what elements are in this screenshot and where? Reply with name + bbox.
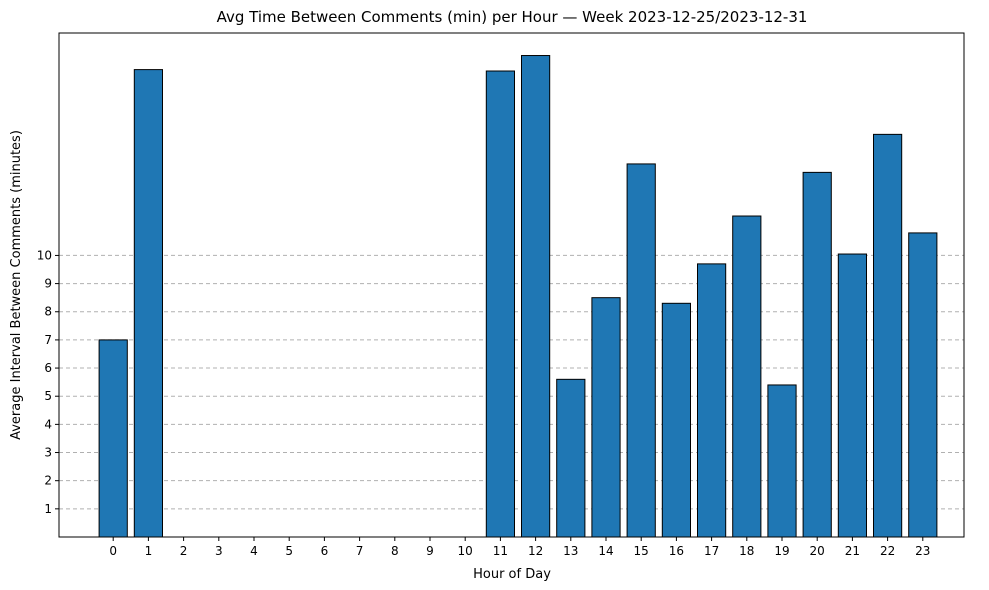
x-tick-label: 13: [563, 544, 578, 558]
x-tick-label: 12: [528, 544, 543, 558]
bar-hour-21: [837, 253, 867, 538]
bar-hour-1: [133, 69, 164, 538]
bar-hour-15: [626, 163, 656, 538]
x-tick-label: 8: [391, 544, 399, 558]
y-tick-label: 1: [44, 502, 52, 516]
bar-hour-23: [908, 232, 938, 538]
x-tick-label: 15: [634, 544, 649, 558]
bar-hour-16: [661, 302, 691, 538]
y-tick-label: 9: [44, 277, 52, 291]
y-tick-label: 5: [44, 389, 52, 403]
y-tick-label: 10: [37, 248, 52, 262]
x-tick-label: 18: [739, 544, 754, 558]
bar-hour-14: [591, 297, 621, 538]
x-tick-label: 7: [356, 544, 364, 558]
plot-frame: [58, 32, 965, 538]
x-tick-label: 9: [426, 544, 434, 558]
x-tick-label: 2: [180, 544, 188, 558]
y-tick-label: 2: [44, 474, 52, 488]
bar-hour-18: [732, 215, 762, 538]
bar-hour-0: [98, 339, 128, 538]
x-tick-label: 17: [704, 544, 719, 558]
y-tick-label: 4: [44, 417, 52, 431]
x-tick-label: 21: [845, 544, 860, 558]
grid-lines: [59, 254, 964, 510]
y-tick-label: 3: [44, 446, 52, 460]
y-ticks: 1 2 3 4 5 6 7 8 9 10: [37, 248, 59, 516]
y-tick-label: 6: [44, 361, 52, 375]
x-tick-label: 1: [145, 544, 153, 558]
bar-hour-17: [697, 263, 727, 538]
bar-hour-19: [767, 384, 797, 538]
x-tick-label: 16: [669, 544, 684, 558]
x-tick-label: 4: [250, 544, 258, 558]
x-tick-label: 20: [810, 544, 825, 558]
bar-hour-12: [521, 55, 551, 538]
chart-title: Avg Time Between Comments (min) per Hour…: [217, 8, 808, 26]
bar-hour-13: [556, 378, 586, 538]
x-tick-label: 10: [458, 544, 473, 558]
x-tick-label: 6: [321, 544, 329, 558]
x-axis-label: Hour of Day: [473, 567, 551, 582]
x-tick-label: 5: [285, 544, 293, 558]
x-ticks: 0 1 2 3 4 5 6 7 8 9 10 11 12 13 14 15 16 17 18 19 20 21 22 23: [109, 537, 930, 558]
y-tick-label: 8: [44, 305, 52, 319]
bar-hour-20: [802, 171, 832, 538]
x-tick-label: 23: [915, 544, 930, 558]
bar-hour-22: [873, 133, 903, 538]
x-tick-label: 3: [215, 544, 223, 558]
bars: [98, 55, 938, 538]
x-tick-label: 11: [493, 544, 508, 558]
y-axis-label: Average Interval Between Comments (minut…: [9, 130, 24, 440]
x-tick-label: 19: [774, 544, 789, 558]
x-tick-label: 14: [598, 544, 613, 558]
x-tick-label: 22: [880, 544, 895, 558]
y-tick-label: 7: [44, 333, 52, 347]
x-tick-label: 0: [109, 544, 117, 558]
bar-hour-11: [485, 70, 515, 538]
